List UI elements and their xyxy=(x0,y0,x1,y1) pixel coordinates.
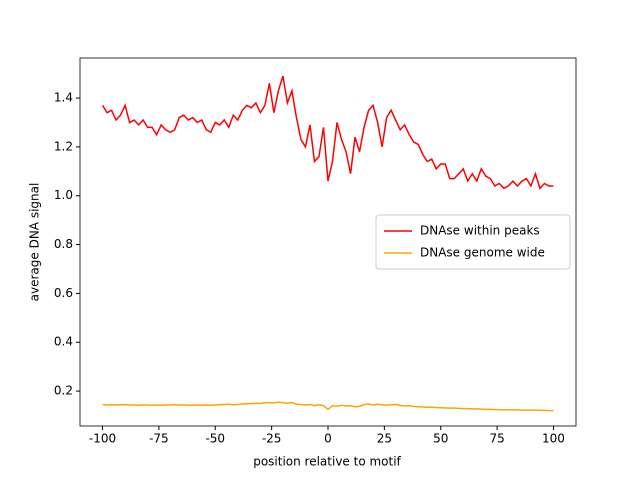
x-tick-label: 100 xyxy=(542,432,565,446)
y-tick-label: 1.4 xyxy=(54,91,73,105)
legend-box xyxy=(375,214,571,270)
x-tick-label: -75 xyxy=(149,432,169,446)
y-tick-label: 1.0 xyxy=(54,188,73,202)
y-tick-label: 1.2 xyxy=(54,139,73,153)
x-tick-label: 0 xyxy=(324,432,332,446)
y-axis-label: average DNA signal xyxy=(28,183,42,302)
y-tick-label: 0.6 xyxy=(54,286,73,300)
legend-label: DNAse within peaks xyxy=(420,224,540,238)
y-tick-label: 0.4 xyxy=(54,335,73,349)
x-tick-label: -100 xyxy=(89,432,116,446)
x-axis-label: position relative to motif xyxy=(253,455,401,469)
y-tick-label: 0.2 xyxy=(54,384,73,398)
data-line xyxy=(101,75,554,190)
x-tick-label: 50 xyxy=(433,432,448,446)
legend-label: DNAse genome wide xyxy=(420,246,545,260)
x-tick-label: 75 xyxy=(489,432,504,446)
x-tick-label: -25 xyxy=(262,432,282,446)
data-line xyxy=(102,401,554,412)
x-tick-label: 25 xyxy=(377,432,392,446)
x-tick-label: -50 xyxy=(205,432,225,446)
y-tick-label: 0.8 xyxy=(54,237,73,251)
plot-frame xyxy=(79,57,577,427)
